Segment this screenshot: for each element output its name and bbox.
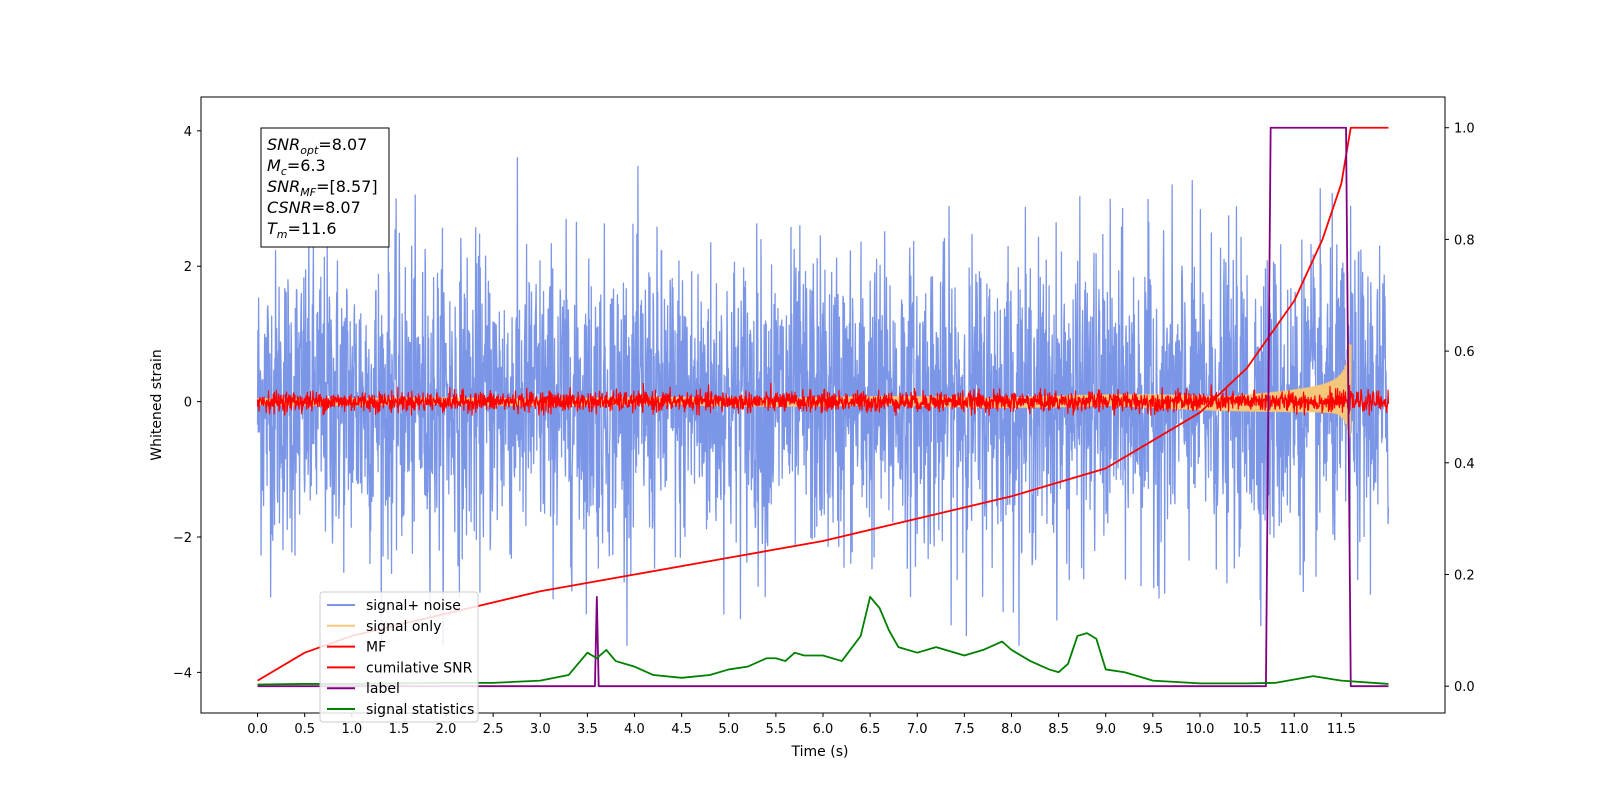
x-tick-label: 11.5 (1327, 722, 1356, 737)
x-tick-label: 6.5 (860, 722, 881, 737)
x-tick-label: 1.5 (389, 722, 410, 737)
x-tick-label: 5.0 (718, 722, 739, 737)
y2-tick-label: 0.8 (1454, 233, 1475, 248)
y2-tick-label: 0.0 (1454, 680, 1475, 695)
y-tick-label: −2 (173, 531, 192, 546)
x-axis-label: Time (s) (791, 744, 849, 760)
annotation-line: SNRMF=[8.57] (267, 177, 378, 199)
x-tick-label: 4.5 (671, 722, 692, 737)
legend-label-cumilative-snr: cumilative SNR (366, 660, 473, 676)
x-tick-label: 9.5 (1143, 722, 1164, 737)
y-axis-ticks: 4 2 0 −2 −4 (173, 125, 201, 681)
y2-tick-label: 1.0 (1454, 122, 1475, 137)
x-tick-label: 3.0 (530, 722, 551, 737)
annotation-line: CSNR=8.07 (267, 198, 361, 217)
legend-label-signal-noise: signal+ noise (366, 598, 461, 614)
x-tick-label: 0.5 (294, 722, 315, 737)
annotation-line: Mc=6.3 (267, 156, 326, 178)
legend-label-signal-only: signal only (366, 619, 441, 635)
series-label-line (257, 126, 1389, 688)
x-tick-label: 7.5 (954, 722, 975, 737)
x-tick-label: 11.0 (1280, 722, 1309, 737)
annotation-line: Tm=11.6 (267, 219, 337, 241)
legend-label-mf: MF (366, 640, 386, 656)
series-mf-line (256, 382, 1390, 416)
series-signal-noise-line (256, 157, 1390, 646)
x-tick-label: 5.5 (766, 722, 787, 737)
x-tick-label: 6.0 (813, 722, 834, 737)
y-axis-label: Whitened strain (149, 349, 165, 460)
x-tick-label: 2.5 (483, 722, 504, 737)
x-tick-label: 10.0 (1185, 722, 1214, 737)
y2-tick-label: 0.2 (1454, 568, 1475, 583)
y2-tick-label: 0.6 (1454, 345, 1475, 360)
x-tick-label: 8.5 (1048, 722, 1069, 737)
series-signal-statistics-line (257, 595, 1389, 686)
y-tick-label: 0 (184, 396, 192, 411)
x-tick-label: 0.0 (247, 722, 268, 737)
y2-tick-label: 0.4 (1454, 457, 1475, 472)
y-tick-label: 2 (184, 260, 192, 275)
x-tick-label: 2.0 (436, 722, 457, 737)
x-tick-label: 3.5 (577, 722, 598, 737)
x-tick-label: 10.5 (1233, 722, 1262, 737)
annotation-line: SNRopt=8.07 (267, 135, 367, 157)
x-tick-label: 9.0 (1095, 722, 1116, 737)
x-tick-label: 1.0 (341, 722, 362, 737)
x-axis-ticks: 0.0 0.5 1.0 1.5 2.0 2.5 3.0 3.5 4.0 4.5 5.0 5.5 6.0 6… (247, 713, 1356, 737)
legend-label-label: label (366, 681, 400, 697)
legend-label-signal-statistics: signal statistics (366, 702, 474, 718)
y-tick-label: 4 (184, 125, 192, 140)
legend: signal+ noise signal only MF cumilative SNR… (319, 591, 479, 723)
x-tick-label: 7.0 (907, 722, 928, 737)
y2-axis-ticks: 1.0 0.8 0.6 0.4 0.2 0.0 (1445, 122, 1475, 695)
y-tick-label: −4 (173, 666, 192, 681)
x-tick-label: 4.0 (624, 722, 645, 737)
x-tick-label: 8.0 (1001, 722, 1022, 737)
